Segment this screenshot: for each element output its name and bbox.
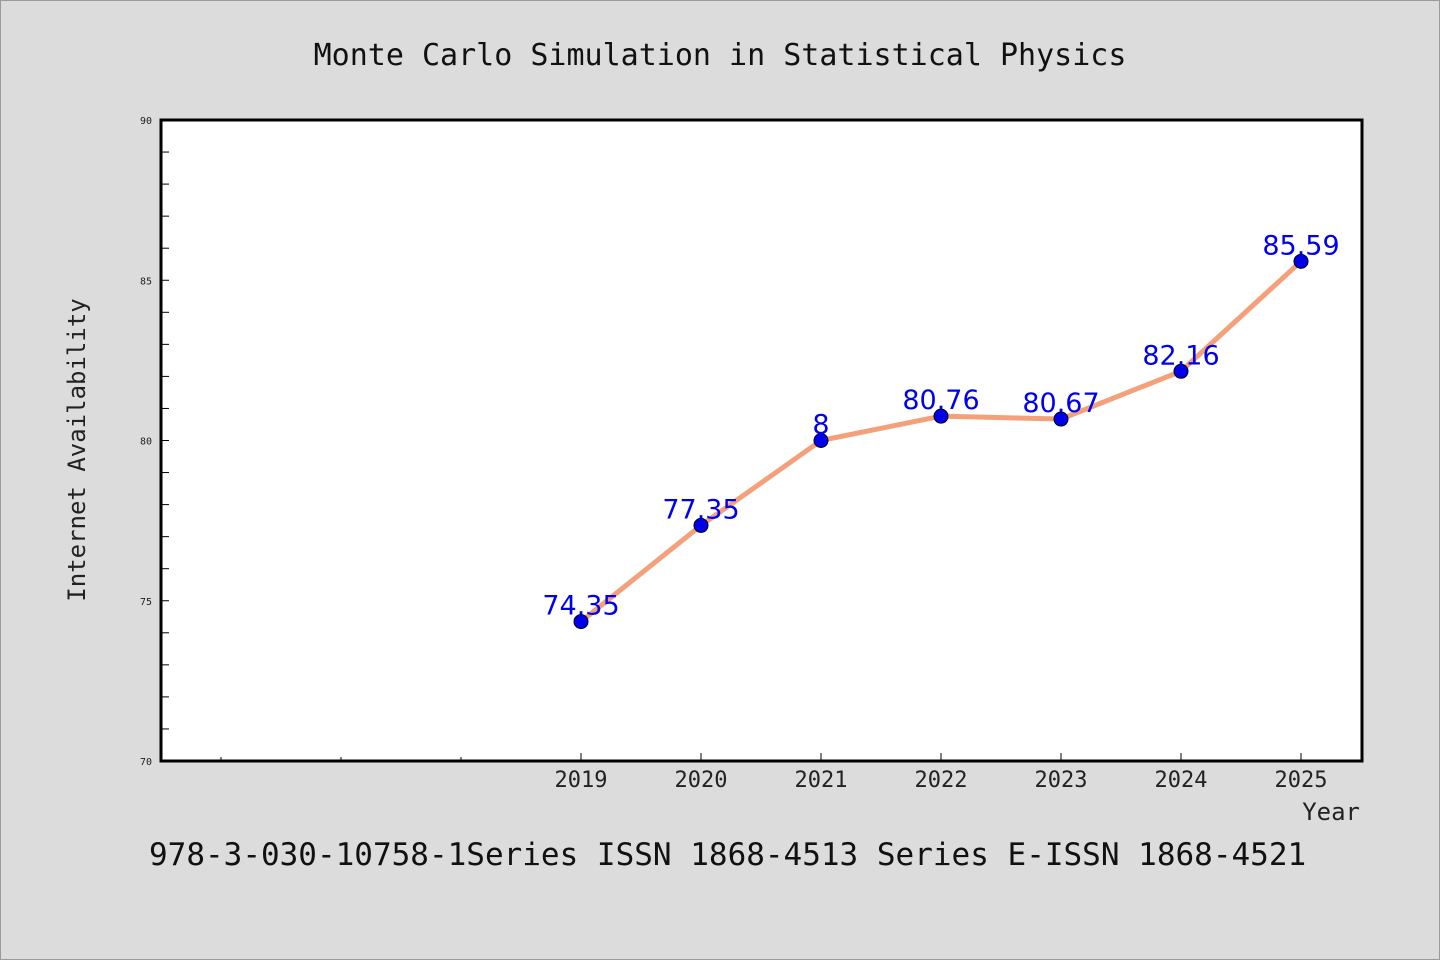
y-tick-label: 85 <box>140 276 152 287</box>
y-tick-label: 80 <box>140 437 152 448</box>
x-tick-label: 2024 <box>1155 768 1208 793</box>
x-tick-label: 2025 <box>1275 768 1328 793</box>
data-label: 80.67 <box>1022 388 1099 419</box>
data-label: 74.35 <box>542 591 619 622</box>
data-label: 77.35 <box>662 494 739 525</box>
x-tick-label: 2019 <box>555 768 608 793</box>
data-point <box>1053 411 1069 427</box>
data-point <box>813 433 829 448</box>
plot-area <box>159 118 1364 763</box>
y-tick-label: 90 <box>140 116 152 127</box>
chart-title: Monte Carlo Simulation in Statistical Ph… <box>314 38 1127 73</box>
data-label: 8 <box>812 410 829 441</box>
series: 74.35 77.35 8 80.76 80.67 82.16 85.59 <box>542 230 1340 630</box>
y-axis: 70 75 80 85 90 <box>140 116 169 768</box>
data-point <box>1293 253 1309 269</box>
x-tick-label: 2022 <box>915 768 968 793</box>
data-point <box>573 614 589 630</box>
x-axis-title: Year <box>1302 798 1360 826</box>
x-tick-label: 2020 <box>675 768 728 793</box>
data-point <box>1173 363 1189 379</box>
y-axis-title: Internet Availability <box>63 298 91 601</box>
x-tick-label: 2021 <box>795 768 848 793</box>
y-tick-label: 70 <box>140 757 152 768</box>
y-tick-label: 75 <box>140 597 152 608</box>
footer-isbn-text: 978-3-030-10758-1Series ISSN 1868-4513 S… <box>149 837 1306 873</box>
data-label: 85.59 <box>1262 230 1339 261</box>
data-label: 82.16 <box>1142 340 1219 371</box>
data-point <box>693 517 709 533</box>
data-point <box>933 408 949 424</box>
x-axis: 2019 2020 2021 2022 2023 2024 2025 <box>220 753 1328 793</box>
x-tick-label: 2023 <box>1035 768 1088 793</box>
data-label: 80.76 <box>902 385 979 416</box>
